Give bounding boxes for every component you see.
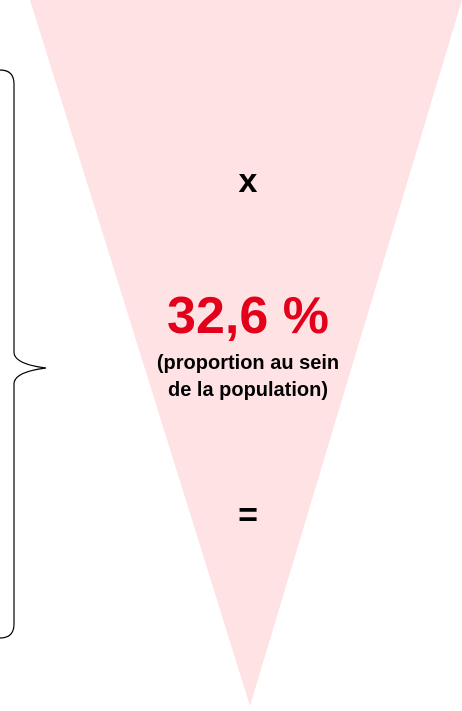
brace xyxy=(0,69,47,639)
note-line: de la population) xyxy=(168,379,328,401)
multiply-sign: x xyxy=(239,162,258,200)
note-line: (proportion au sein xyxy=(157,352,339,374)
funnel xyxy=(30,0,462,706)
equals-sign: = xyxy=(238,496,258,534)
percentage: 32,6 % xyxy=(167,287,329,345)
